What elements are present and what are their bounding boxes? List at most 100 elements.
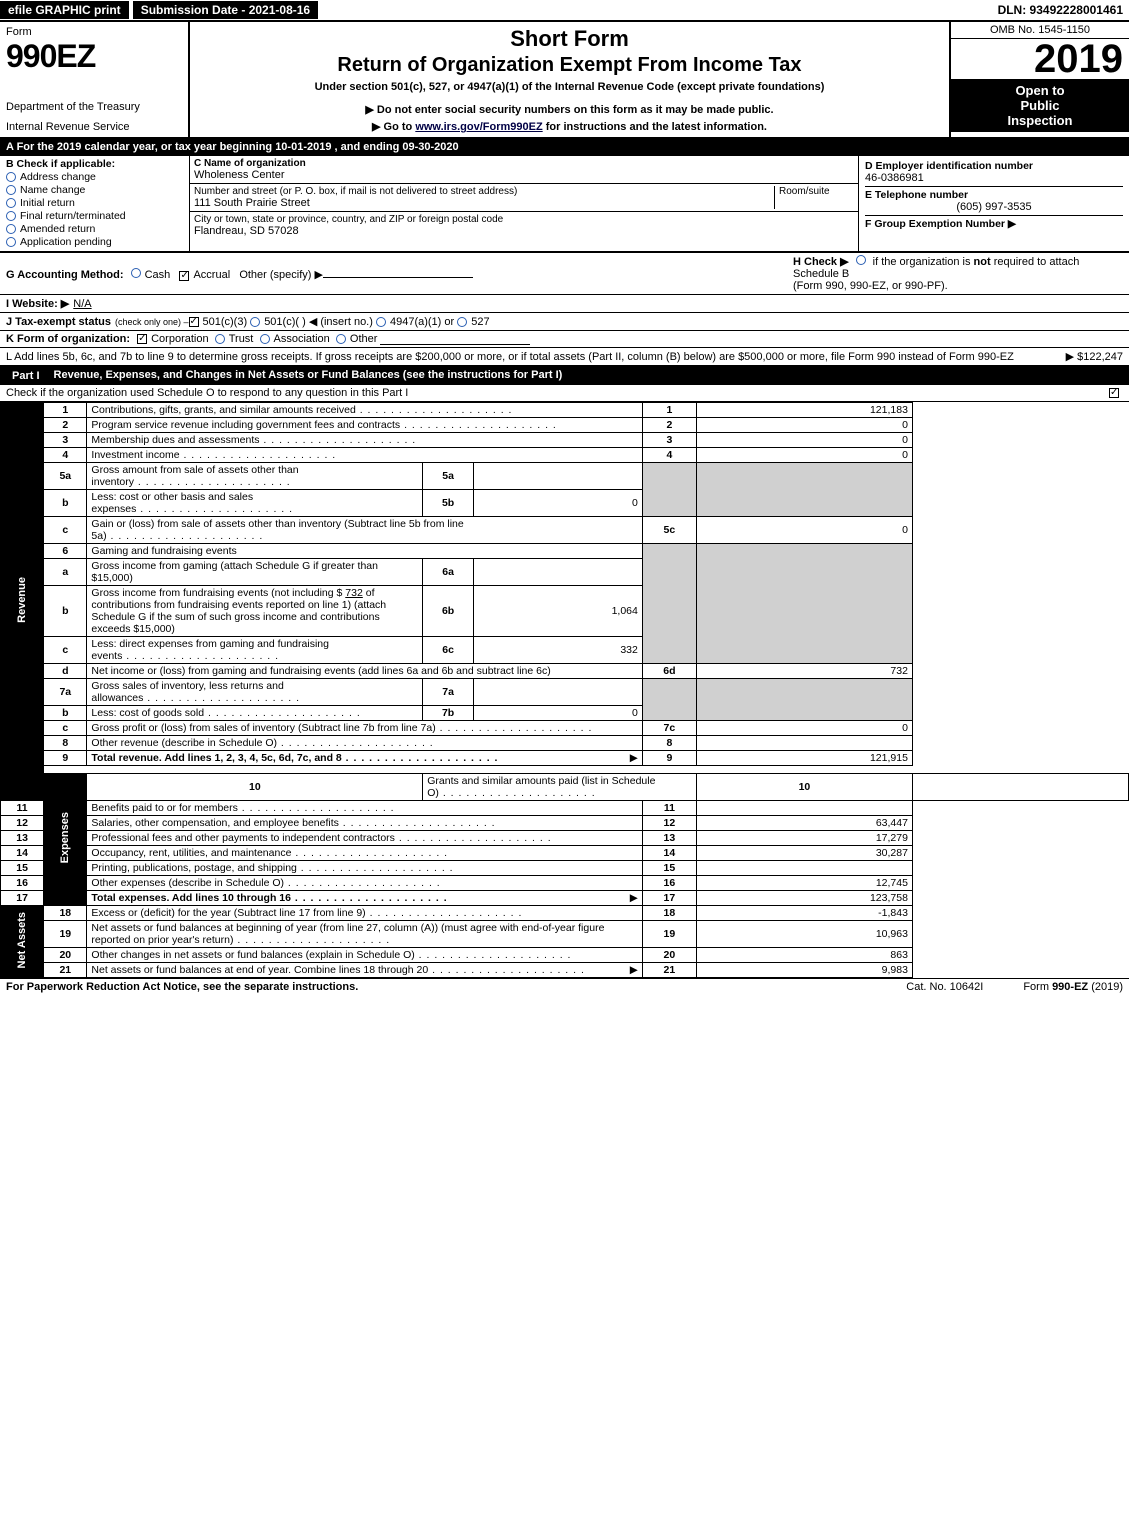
info-grid: B Check if applicable: Address change Na… bbox=[0, 156, 1129, 253]
j-527: 527 bbox=[471, 316, 489, 328]
line-val: 0 bbox=[696, 433, 912, 448]
line-box: 4 bbox=[642, 448, 696, 463]
section-b-header: B Check if applicable: bbox=[6, 158, 183, 170]
topbar: efile GRAPHIC print Submission Date - 20… bbox=[0, 0, 1129, 22]
line-desc: Net income or (loss) from gaming and fun… bbox=[87, 664, 642, 679]
line-val: 63,447 bbox=[696, 816, 912, 831]
line-6a: a Gross income from gaming (attach Sched… bbox=[1, 559, 1129, 586]
line-num: 13 bbox=[1, 831, 44, 846]
line-17: 17 Total expenses. Add lines 10 through … bbox=[1, 891, 1129, 906]
revenue-side-label: Revenue bbox=[1, 403, 44, 801]
title-ssn-warn: ▶ Do not enter social security numbers o… bbox=[196, 103, 943, 116]
footer: For Paperwork Reduction Act Notice, see … bbox=[0, 978, 1129, 995]
chk-schedule-o[interactable] bbox=[1109, 388, 1119, 398]
line-desc: Professional fees and other payments to … bbox=[91, 832, 551, 844]
line-desc: Gaming and fundraising events bbox=[87, 544, 642, 559]
circle-icon[interactable] bbox=[856, 255, 866, 265]
title-goto: ▶ Go to www.irs.gov/Form990EZ for instru… bbox=[196, 120, 943, 133]
line-num: 21 bbox=[44, 963, 87, 978]
circle-icon[interactable] bbox=[336, 334, 346, 344]
row-l: L Add lines 5b, 6c, and 7b to line 9 to … bbox=[0, 348, 1129, 367]
circle-icon[interactable] bbox=[260, 334, 270, 344]
j-insert: ◀ (insert no.) bbox=[309, 315, 373, 328]
chk-501c3[interactable] bbox=[189, 317, 199, 327]
j-note: (check only one) ‒ bbox=[115, 317, 189, 327]
chk-app-pending[interactable]: Application pending bbox=[6, 236, 183, 248]
arrow-icon: ▶ bbox=[630, 892, 638, 904]
l-arrow: ▶ $ bbox=[1066, 350, 1084, 363]
k-assoc: Association bbox=[274, 333, 330, 345]
line-val: 0 bbox=[696, 517, 912, 544]
addr-label: Number and street (or P. O. box, if mail… bbox=[194, 186, 774, 197]
line-box: 1 bbox=[642, 403, 696, 418]
line-num: b bbox=[44, 706, 87, 721]
line-num: d bbox=[44, 664, 87, 679]
l-value: 122,247 bbox=[1083, 351, 1123, 363]
checkbox-accrual[interactable] bbox=[179, 271, 189, 281]
line-num: 1 bbox=[44, 403, 87, 418]
irs-link[interactable]: www.irs.gov/Form990EZ bbox=[415, 121, 542, 133]
dln-label: DLN: 93492228001461 bbox=[998, 3, 1129, 17]
chk-final-return[interactable]: Final return/terminated bbox=[6, 210, 183, 222]
k-other: Other bbox=[350, 333, 378, 345]
line-val: 12,745 bbox=[696, 876, 912, 891]
line-desc: Grants and similar amounts paid (list in… bbox=[427, 775, 655, 799]
main-area: Revenue 1 Contributions, gifts, grants, … bbox=[0, 402, 1129, 978]
circle-icon bbox=[6, 185, 16, 195]
line-num: 19 bbox=[44, 921, 87, 948]
chk-label: Amended return bbox=[20, 223, 95, 235]
line-desc: Gross profit or (loss) from sales of inv… bbox=[91, 722, 592, 734]
line-8: 8 Other revenue (describe in Schedule O)… bbox=[1, 736, 1129, 751]
circle-icon[interactable] bbox=[250, 317, 260, 327]
line-num: 8 bbox=[44, 736, 87, 751]
line-val: 0 bbox=[696, 721, 912, 736]
chk-initial-return[interactable]: Initial return bbox=[6, 197, 183, 209]
line-desc: Program service revenue including govern… bbox=[91, 419, 556, 431]
line-val: 863 bbox=[696, 948, 912, 963]
room-suite-label: Room/suite bbox=[774, 186, 854, 209]
sub-box: 5a bbox=[423, 463, 474, 490]
chk-amended[interactable]: Amended return bbox=[6, 223, 183, 235]
line-val: 123,758 bbox=[696, 891, 912, 906]
title-section: Under section 501(c), 527, or 4947(a)(1)… bbox=[196, 81, 943, 93]
form-number: 990EZ bbox=[6, 38, 182, 75]
sub-val: 0 bbox=[473, 490, 642, 517]
chk-name-change[interactable]: Name change bbox=[6, 184, 183, 196]
circle-icon[interactable] bbox=[131, 268, 141, 278]
line-19: 19 Net assets or fund balances at beginn… bbox=[1, 921, 1129, 948]
line-7a: 7a Gross sales of inventory, less return… bbox=[1, 679, 1129, 706]
circle-icon bbox=[6, 237, 16, 247]
circle-icon[interactable] bbox=[457, 317, 467, 327]
grey-cell bbox=[696, 463, 912, 517]
k-label: K Form of organization: bbox=[6, 333, 130, 345]
line-val bbox=[912, 774, 1128, 801]
line-desc: Total expenses. Add lines 10 through 16 bbox=[91, 892, 447, 904]
efile-print-button[interactable]: efile GRAPHIC print bbox=[0, 1, 129, 19]
chk-address-change[interactable]: Address change bbox=[6, 171, 183, 183]
j-501c3: 501(c)(3) bbox=[203, 316, 248, 328]
inspection-box: Open to Public Inspection bbox=[951, 79, 1129, 132]
k-other-input[interactable] bbox=[380, 333, 530, 345]
footer-form-post: (2019) bbox=[1088, 981, 1123, 993]
phone-label: E Telephone number bbox=[865, 189, 1123, 201]
sub-val: 1,064 bbox=[473, 586, 642, 637]
circle-icon[interactable] bbox=[215, 334, 225, 344]
line-desc: Printing, publications, postage, and shi… bbox=[91, 862, 453, 874]
circle-icon[interactable] bbox=[376, 317, 386, 327]
k-corp: Corporation bbox=[151, 333, 208, 345]
org-name: Wholeness Center bbox=[194, 169, 854, 181]
chk-corporation[interactable] bbox=[137, 334, 147, 344]
line-val: 10,963 bbox=[696, 921, 912, 948]
line-18: Net Assets 18 Excess or (deficit) for th… bbox=[1, 906, 1129, 921]
g-other-input[interactable] bbox=[323, 266, 473, 278]
line-6d: d Net income or (loss) from gaming and f… bbox=[1, 664, 1129, 679]
line-num: 5a bbox=[44, 463, 87, 490]
circle-icon bbox=[6, 211, 16, 221]
part-i-label: Part I bbox=[6, 369, 46, 383]
line-val bbox=[696, 736, 912, 751]
line-num: 2 bbox=[44, 418, 87, 433]
l-text: L Add lines 5b, 6c, and 7b to line 9 to … bbox=[6, 351, 1014, 363]
submission-date-button[interactable]: Submission Date - 2021-08-16 bbox=[133, 1, 318, 19]
tax-year: 2019 bbox=[951, 39, 1129, 79]
line-val bbox=[696, 861, 912, 876]
